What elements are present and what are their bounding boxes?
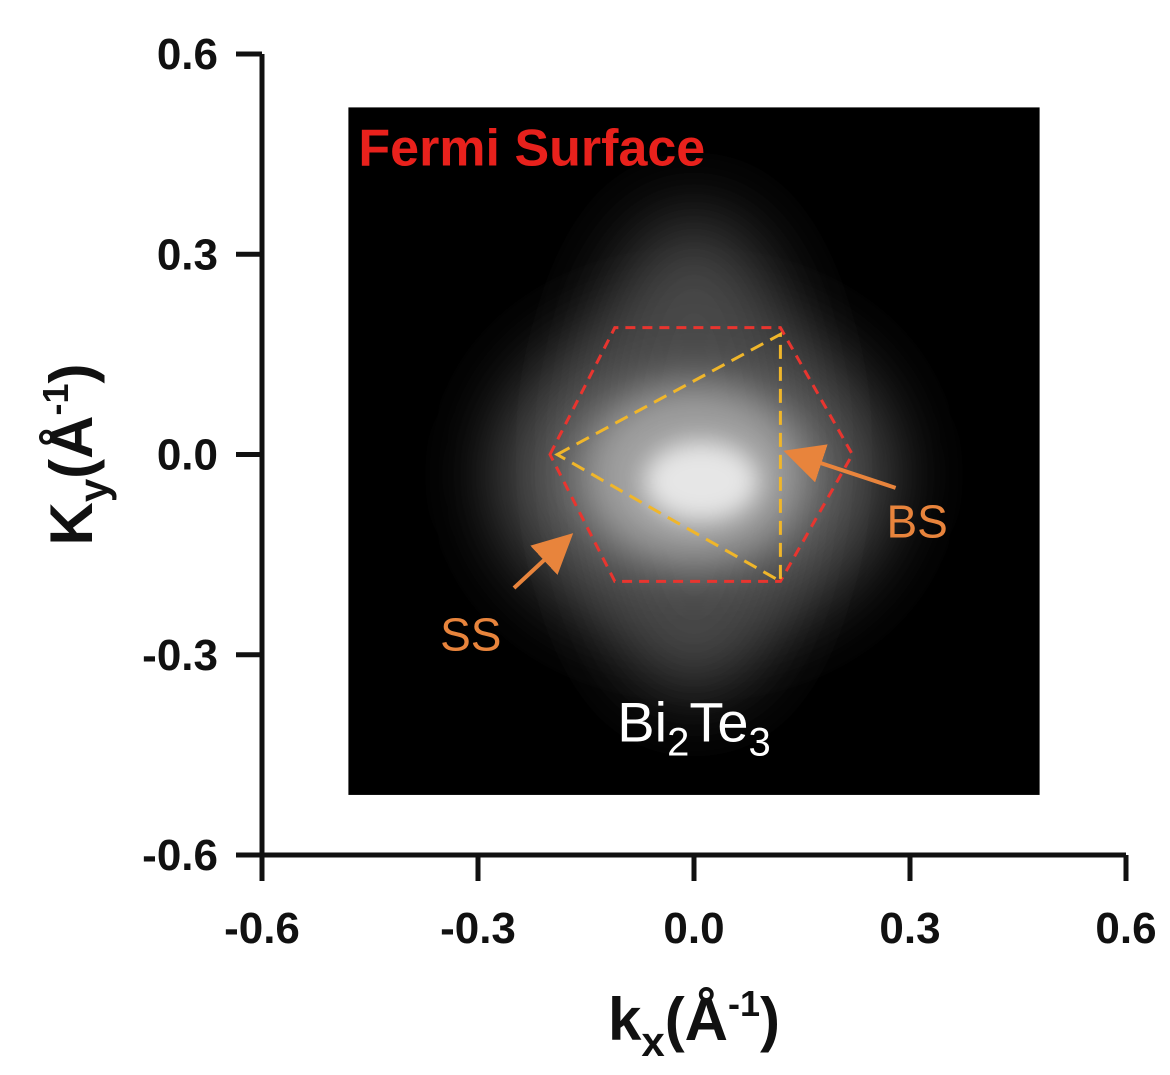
glow-core xyxy=(643,441,759,522)
y-tick-label: -0.6 xyxy=(142,831,218,880)
x-ticks: -0.6 -0.3 0.0 0.3 0.6 xyxy=(224,855,1157,953)
x-tick-label: -0.6 xyxy=(224,904,300,953)
annotation-label-bs: BS xyxy=(887,495,948,547)
material-formula: Bi2Te3 xyxy=(617,691,770,765)
y-tick-label: -0.3 xyxy=(142,631,218,680)
annotations: BS SS xyxy=(440,444,948,661)
y-tick-label: 0.6 xyxy=(157,30,218,79)
annotation-label-ss: SS xyxy=(440,609,501,661)
map-title: Fermi Surface xyxy=(358,119,705,177)
axes: -0.6 -0.3 0.0 0.3 0.6 0.6 0.3 0.0 -0.3 -0.6 xyxy=(142,30,1156,953)
x-tick-label: 0.0 xyxy=(663,904,724,953)
scattering-triangle xyxy=(554,331,782,584)
arpes-intensity-map: Fermi Surface xyxy=(348,107,1040,795)
x-tick-label: 0.6 xyxy=(1095,904,1156,953)
x-tick-label: -0.3 xyxy=(440,904,516,953)
annotation-arrow-ss xyxy=(512,533,574,590)
annotation-arrow-bs xyxy=(783,444,897,490)
y-tick-label: 0.0 xyxy=(157,431,218,480)
x-axis-title: kx(Å-1) xyxy=(608,983,780,1065)
y-ticks: 0.6 0.3 0.0 -0.3 -0.6 xyxy=(142,30,262,880)
y-axis-title: Ky(Å-1) xyxy=(35,363,117,545)
brillouin-hexagon xyxy=(548,326,855,583)
x-tick-label: 0.3 xyxy=(879,904,940,953)
intensity-glow xyxy=(499,214,889,695)
y-tick-label: 0.3 xyxy=(157,230,218,279)
